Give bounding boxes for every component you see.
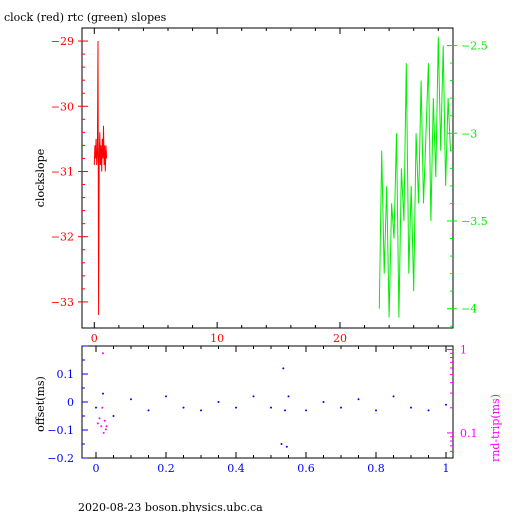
bottom-y2-tick-label: 1: [460, 343, 467, 356]
footer-host-date: 2020-08-23 boson.physics.ubc.ca: [78, 501, 263, 512]
offset-point: [200, 409, 202, 412]
round-trip-point: [102, 431, 105, 434]
bottom-x-tick-label: 0.6: [297, 462, 315, 475]
top-y-axis-label: clockslope: [34, 149, 47, 207]
top-y2-tick-label: −2.5: [461, 40, 488, 53]
offset-point: [217, 401, 220, 403]
offset-point: [357, 398, 360, 401]
top-x-tick-label: 20: [333, 332, 347, 345]
round-trip-point: [102, 352, 104, 355]
round-trip-point: [96, 422, 99, 425]
offset-point: [95, 406, 97, 409]
rtc-slope-series: [378, 36, 451, 318]
top-y2-tick-label: −3.5: [461, 215, 488, 228]
offset-point: [147, 409, 150, 412]
top-y2-tick-label: −4: [461, 303, 477, 316]
bottom-y-tick-label: −0.2: [47, 452, 74, 465]
offset-point: [375, 409, 377, 412]
bottom-y-tick-label: 0: [67, 396, 74, 409]
round-trip-point: [98, 417, 101, 420]
bottom-x-tick-label: 0.8: [367, 462, 385, 475]
offset-point: [284, 409, 286, 412]
bottom-x-tick-label: 0: [93, 462, 100, 475]
top-y-tick-label: −32: [51, 231, 74, 244]
offset-point: [305, 409, 307, 412]
offset-point: [427, 409, 430, 412]
top-y-tick-label: −29: [51, 35, 74, 48]
offset-point: [282, 367, 285, 370]
top-x-tick-label: 0: [91, 332, 98, 345]
bottom-axes: 0 0.2 0.4 0.6 0.8 1 0.1 0 −0.1 −0.2 1 0.1: [47, 343, 477, 475]
top-y2-tick-label: −3: [461, 127, 477, 140]
offset-point: [287, 395, 290, 398]
offset-point: [392, 395, 395, 398]
offset-chart: 0 0.2 0.4 0.6 0.8 1 0.1 0 −0.1 −0.2 1 0.1 offset(ms…: [34, 343, 502, 475]
bottom-plot-frame: [81, 345, 454, 459]
bottom-x-tick-label: 0.2: [157, 462, 175, 475]
offset-point: [182, 406, 185, 409]
round-trip-point: [100, 425, 103, 428]
offset-point: [130, 398, 132, 401]
round-trip-point: [101, 406, 104, 409]
clock-slope-series: [93, 40, 108, 316]
bottom-right-axis-label: rnd-trip(ms): [489, 394, 502, 462]
offset-point: [102, 392, 104, 395]
page-title: clock (red) rtc (green) slopes: [4, 11, 167, 24]
bottom-x-tick-label: 0.4: [227, 462, 245, 475]
offset-point: [285, 445, 288, 448]
offset-point: [165, 395, 167, 398]
offset-point: [235, 406, 237, 409]
bottom-series-group: [95, 352, 447, 448]
top-x-tick-label: 10: [210, 332, 224, 345]
top-y-tick-label: −33: [51, 296, 74, 309]
offset-point: [340, 406, 342, 409]
offset-point: [280, 443, 283, 445]
offset-point: [322, 401, 325, 403]
clock-slope-chart: 0 10 20 −29 −30 −31 −32 −33 −2.5 −3 −3.5 −4 clocksl…: [34, 27, 488, 345]
top-axes: 0 10 20 −29 −30 −31 −32 −33 −2.5 −3 −3.5 −4: [51, 28, 488, 345]
bottom-y-tick-label: 0.1: [57, 368, 75, 381]
top-plot-frame: [81, 27, 454, 329]
bottom-y-tick-label: −0.1: [47, 424, 74, 437]
offset-point: [112, 415, 115, 417]
offset-point: [445, 403, 447, 406]
top-series-group: [93, 36, 451, 318]
top-y-tick-label: −31: [51, 165, 74, 178]
top-y-tick-label: −30: [51, 100, 74, 113]
offset-point: [252, 395, 255, 398]
round-trip-point: [103, 419, 106, 422]
offset-point: [270, 406, 272, 409]
bottom-y2-tick-label: 0.1: [460, 427, 478, 440]
offset-point: [410, 406, 412, 409]
round-trip-point: [104, 428, 107, 431]
bottom-x-tick-label: 1: [443, 462, 450, 475]
bottom-y-axis-label: offset(ms): [34, 376, 47, 432]
round-trip-point: [105, 425, 108, 428]
